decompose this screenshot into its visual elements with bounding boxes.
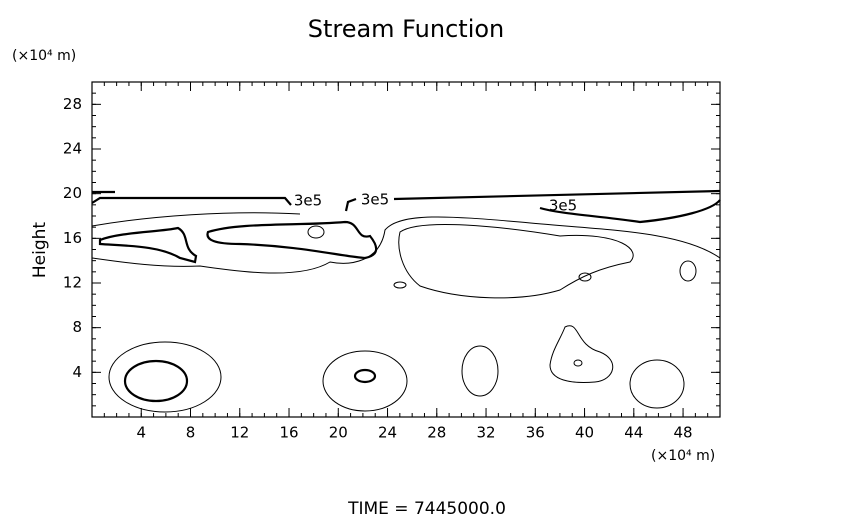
contour-line xyxy=(573,359,583,367)
contour-line xyxy=(322,350,408,412)
contour-line xyxy=(206,220,378,260)
x-tick-label: 4 xyxy=(136,424,146,442)
y-tick-label: 24 xyxy=(63,140,82,158)
y-tick-label: 12 xyxy=(63,274,82,292)
contour-line xyxy=(461,345,499,397)
contour-line xyxy=(398,223,634,299)
contour-line xyxy=(307,225,325,239)
contour-line xyxy=(679,260,697,282)
y-unit: (×10⁴ m) xyxy=(12,48,76,64)
contour-line xyxy=(108,341,222,413)
contour-line xyxy=(629,359,685,409)
contour-line xyxy=(91,212,301,227)
contours xyxy=(91,189,721,413)
x-tick-label: 28 xyxy=(427,424,446,442)
contour-line xyxy=(393,189,721,201)
contour-line xyxy=(578,272,592,282)
contour-label: 3e5 xyxy=(294,192,322,210)
contour-line xyxy=(344,197,357,212)
x-tick-label: 40 xyxy=(575,424,594,442)
x-tick-label: 12 xyxy=(230,424,249,442)
y-tick-label: 4 xyxy=(72,363,82,381)
footer: TIME = 7445000.0 xyxy=(347,499,506,519)
y-tick-label: 8 xyxy=(72,318,82,336)
y-tick-label: 28 xyxy=(63,95,82,113)
x-tick-label: 48 xyxy=(674,424,693,442)
y-label: Height xyxy=(30,222,50,279)
x-tick-label: 36 xyxy=(526,424,545,442)
x-unit: (×10⁴ m) xyxy=(651,448,715,464)
y-tick-label: 20 xyxy=(63,184,82,202)
contour-label: 3e5 xyxy=(361,191,389,209)
contour-line xyxy=(123,359,189,403)
contour-line xyxy=(91,216,721,274)
contour-line xyxy=(91,196,292,206)
x-tick-label: 44 xyxy=(624,424,643,442)
contour-line xyxy=(393,281,407,289)
contour-line xyxy=(98,226,198,264)
plot-frame xyxy=(91,81,721,418)
x-tick-label: 32 xyxy=(476,424,495,442)
contour-label: 3e5 xyxy=(549,197,577,215)
x-tick-label: 8 xyxy=(186,424,196,442)
contour-line xyxy=(353,368,377,384)
x-tick-label: 20 xyxy=(329,424,348,442)
contour-line xyxy=(549,325,613,383)
chart-title: Stream Function xyxy=(308,15,505,43)
x-tick-label: 24 xyxy=(378,424,397,442)
x-tick-label: 16 xyxy=(279,424,298,442)
contour-line xyxy=(539,199,721,224)
y-tick-label: 16 xyxy=(63,229,82,247)
